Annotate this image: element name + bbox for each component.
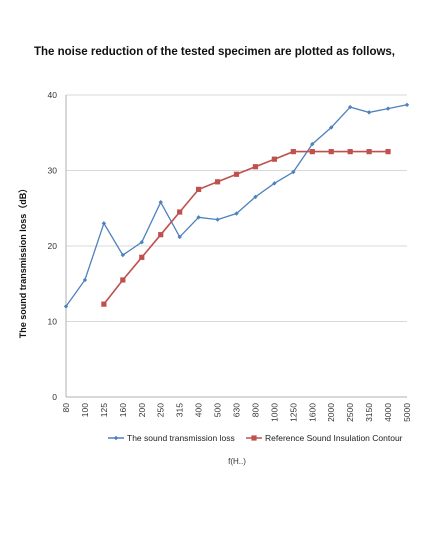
data-point [329,125,334,130]
legend: The sound transmission loss Reference Sou… [108,433,403,443]
x-tick-label: 100 [80,403,90,417]
data-point [272,181,277,186]
data-point [271,156,277,162]
grid-lines [66,94,407,322]
x-tick-label: 3150 [364,403,374,422]
data-point [309,149,315,155]
x-tick-label: 200 [137,403,147,417]
y-tick-label: 30 [48,166,58,176]
data-point [158,200,163,205]
data-point [63,304,69,309]
data-point [177,234,182,240]
data-point [385,149,391,155]
x-tick-label: 160 [118,403,128,417]
x-tick-label: 2500 [345,403,355,422]
data-point [347,149,353,155]
legend-item: The sound transmission loss [108,433,235,443]
axes [65,95,407,398]
data-point [214,179,221,185]
x-tick-label: 1250 [288,403,298,422]
x-tick-label: 1000 [269,403,279,422]
data-point [347,104,353,110]
data-point [215,217,220,222]
legend-item: Reference Sound Insulation Contour [246,433,403,443]
data-point [139,254,145,260]
data-point [82,277,88,283]
figure-caption: The noise reduction of the tested specim… [33,46,396,58]
data-point [234,211,239,216]
data-point [101,301,107,307]
x-tick-label: 500 [213,403,223,417]
x-tick-label: 1600 [307,403,317,422]
x-axis-title: f(H..) [228,457,246,466]
series-line [65,104,408,307]
y-axis-title: The sound transmission loss（dB） [18,184,28,339]
data-point [404,102,410,108]
series-1 [63,102,410,309]
data-point [291,169,296,175]
data-point [253,194,258,200]
data-point [196,186,202,192]
data-point [385,106,391,111]
data-point [120,277,126,283]
x-tick-label: 5000 [402,403,412,422]
data-point [233,171,240,177]
x-tick-label: 800 [250,403,260,417]
data-series [63,102,410,309]
data-point [196,215,201,220]
y-tick-label: 0 [52,392,57,402]
y-tick-label: 20 [48,241,58,251]
legend-label: Reference Sound Insulation Contour [265,433,403,443]
x-tick-label: 250 [156,403,166,417]
data-point [101,221,107,226]
data-point [252,164,259,170]
legend-marker [251,435,257,441]
data-point [366,110,372,115]
data-point [120,252,126,258]
y-tick-labels: 0 10 20 30 40 [48,90,58,402]
data-point [328,149,334,155]
series-line [103,150,389,305]
data-point [158,232,164,238]
x-tick-label: 80 [61,403,71,413]
x-tick-label: 400 [194,403,204,417]
x-tick-label: 630 [232,403,242,417]
x-tick-label: 2000 [326,403,336,422]
x-tick-label: 315 [175,403,185,417]
x-tick-label: 125 [99,403,109,417]
series-2 [101,149,391,307]
legend-marker [113,435,119,441]
data-point [139,240,144,245]
x-tick-label: 4000 [383,403,393,422]
data-point [310,141,315,147]
data-point [366,149,372,155]
x-tick-labels: 80 100 125 160 200 250 315 400 500 630 800 1000 1250… [61,403,412,422]
y-tick-label: 40 [48,90,58,100]
y-tick-label: 10 [48,317,58,327]
legend-label: The sound transmission loss [127,433,235,443]
data-point [177,209,183,215]
data-point [290,149,296,155]
